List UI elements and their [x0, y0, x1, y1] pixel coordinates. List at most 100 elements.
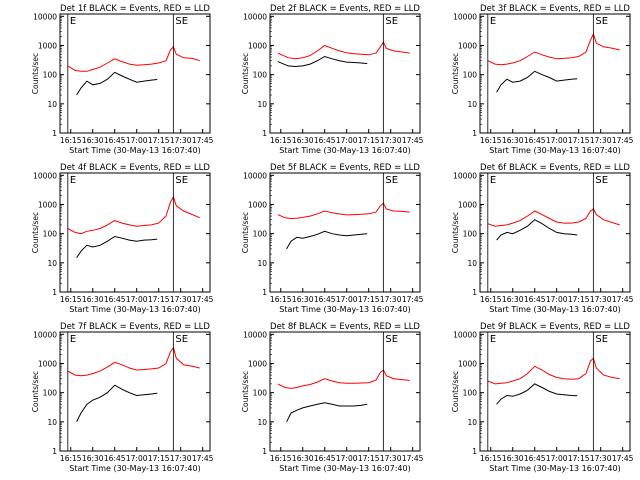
x-axis-label: Start Time (30-May-13 16:07:40)	[69, 146, 200, 155]
axes-frame	[59, 172, 211, 293]
x-tick-label: 16:15	[60, 454, 82, 463]
x-axis-label: Start Time (30-May-13 16:07:40)	[279, 146, 410, 155]
y-tick-label: 10	[467, 418, 477, 427]
events-series-line	[76, 71, 158, 96]
y-tick-label: 1	[52, 447, 57, 456]
lld-series-line	[67, 195, 200, 235]
x-axis-label: Start Time (30-May-13 16:07:40)	[489, 464, 620, 473]
x-axis-label: Start Time (30-May-13 16:07:40)	[279, 464, 410, 473]
x-tick-label: 17:00	[546, 454, 568, 463]
axes-frame	[479, 172, 631, 293]
x-tick-label: 17:45	[402, 454, 424, 463]
x-tick-label: 17:00	[336, 295, 358, 304]
panel-title: Det 4f BLACK = Events, RED = LLD	[60, 163, 210, 173]
panel-title: Det 1f BLACK = Events, RED = LLD	[60, 4, 210, 14]
x-tick-label: 17:00	[336, 454, 358, 463]
lld-series-line	[487, 357, 620, 385]
x-tick-label: 16:15	[60, 295, 82, 304]
x-tick-label: 17:45	[612, 454, 634, 463]
x-tick-label: 16:45	[314, 454, 336, 463]
x-tick-label: 17:00	[126, 454, 148, 463]
y-tick-label: 1000	[248, 41, 267, 50]
event-marker-label: SE	[595, 16, 608, 27]
y-tick-label: 10	[47, 100, 57, 109]
y-tick-label: 1	[472, 447, 477, 456]
y-tick-label: 1000	[458, 200, 477, 209]
event-marker-label: SE	[595, 334, 608, 345]
y-tick-label: 1000	[38, 200, 57, 209]
y-axis-label: Counts/sec	[31, 371, 40, 412]
y-tick-label: 1	[472, 288, 477, 297]
y-axis-label: Counts/sec	[241, 212, 250, 253]
detector-panel: Det 7f BLACK = Events, RED = LLD 1 10 100 10…	[31, 322, 214, 473]
y-tick-label: 10000	[243, 12, 267, 21]
x-tick-label: 17:30	[380, 454, 402, 463]
axes-frame	[269, 331, 421, 452]
x-tick-label: 17:45	[192, 295, 214, 304]
x-tick-label: 17:15	[358, 454, 380, 463]
x-axis-label: Start Time (30-May-13 16:07:40)	[489, 305, 620, 314]
lld-series-line	[67, 45, 200, 72]
y-tick-label: 1000	[458, 41, 477, 50]
x-tick-label: 16:45	[524, 136, 546, 145]
axes-frame	[269, 172, 421, 293]
y-tick-label: 100	[463, 230, 478, 239]
events-series-line	[496, 219, 578, 241]
axes-frame	[269, 13, 421, 134]
x-tick-label: 17:15	[148, 136, 170, 145]
x-tick-label: 16:15	[270, 295, 292, 304]
lld-series-line	[277, 202, 410, 220]
x-tick-label: 17:30	[170, 454, 192, 463]
panel-title: Det 8f BLACK = Events, RED = LLD	[270, 322, 420, 332]
x-tick-label: 17:15	[148, 454, 170, 463]
x-axis-label: Start Time (30-May-13 16:07:40)	[69, 464, 200, 473]
x-tick-label: 17:30	[170, 136, 192, 145]
x-tick-label: 16:30	[502, 454, 524, 463]
y-axis-label: Counts/sec	[451, 212, 460, 253]
event-marker-label: E	[70, 175, 76, 186]
y-tick-label: 10	[467, 100, 477, 109]
y-tick-label: 1000	[248, 359, 267, 368]
events-series-line	[76, 384, 158, 423]
y-tick-label: 1000	[248, 200, 267, 209]
x-tick-label: 17:30	[590, 295, 612, 304]
event-marker-label: SE	[175, 175, 188, 186]
lld-series-line	[277, 369, 410, 389]
y-tick-label: 1	[262, 129, 267, 138]
y-axis-label: Counts/sec	[31, 212, 40, 253]
x-tick-label: 17:15	[568, 454, 590, 463]
event-marker-label: SE	[175, 16, 188, 27]
x-axis-label: Start Time (30-May-13 16:07:40)	[489, 146, 620, 155]
x-tick-label: 17:15	[568, 136, 590, 145]
y-tick-label: 1	[262, 447, 267, 456]
x-tick-label: 17:45	[192, 454, 214, 463]
x-axis-label: Start Time (30-May-13 16:07:40)	[279, 305, 410, 314]
y-tick-label: 10	[257, 259, 267, 268]
detector-panel: Det 9f BLACK = Events, RED = LLD 1 10 100 10…	[451, 322, 634, 473]
y-tick-label: 100	[253, 71, 268, 80]
x-tick-label: 16:30	[292, 295, 314, 304]
x-tick-label: 17:45	[402, 136, 424, 145]
x-tick-label: 16:45	[104, 454, 126, 463]
y-tick-label: 100	[253, 230, 268, 239]
y-tick-label: 100	[43, 71, 58, 80]
x-tick-label: 17:45	[192, 136, 214, 145]
y-tick-label: 100	[463, 71, 478, 80]
x-tick-label: 16:30	[502, 295, 524, 304]
axes-frame	[59, 331, 211, 452]
x-tick-label: 16:30	[502, 136, 524, 145]
event-marker-label: E	[490, 334, 496, 345]
lld-series-line	[67, 346, 200, 377]
panel-title: Det 3f BLACK = Events, RED = LLD	[480, 4, 630, 14]
y-tick-label: 1	[52, 129, 57, 138]
events-series-line	[286, 402, 368, 423]
y-tick-label: 1000	[38, 41, 57, 50]
x-tick-label: 16:30	[82, 454, 104, 463]
x-tick-label: 16:30	[82, 295, 104, 304]
y-tick-label: 1	[262, 288, 267, 297]
events-series-line	[496, 383, 578, 405]
x-tick-label: 17:45	[612, 295, 634, 304]
x-tick-label: 16:15	[480, 454, 502, 463]
detector-panel: Det 1f BLACK = Events, RED = LLD 1 10 100 10…	[31, 4, 214, 155]
y-axis-label: Counts/sec	[451, 371, 460, 412]
